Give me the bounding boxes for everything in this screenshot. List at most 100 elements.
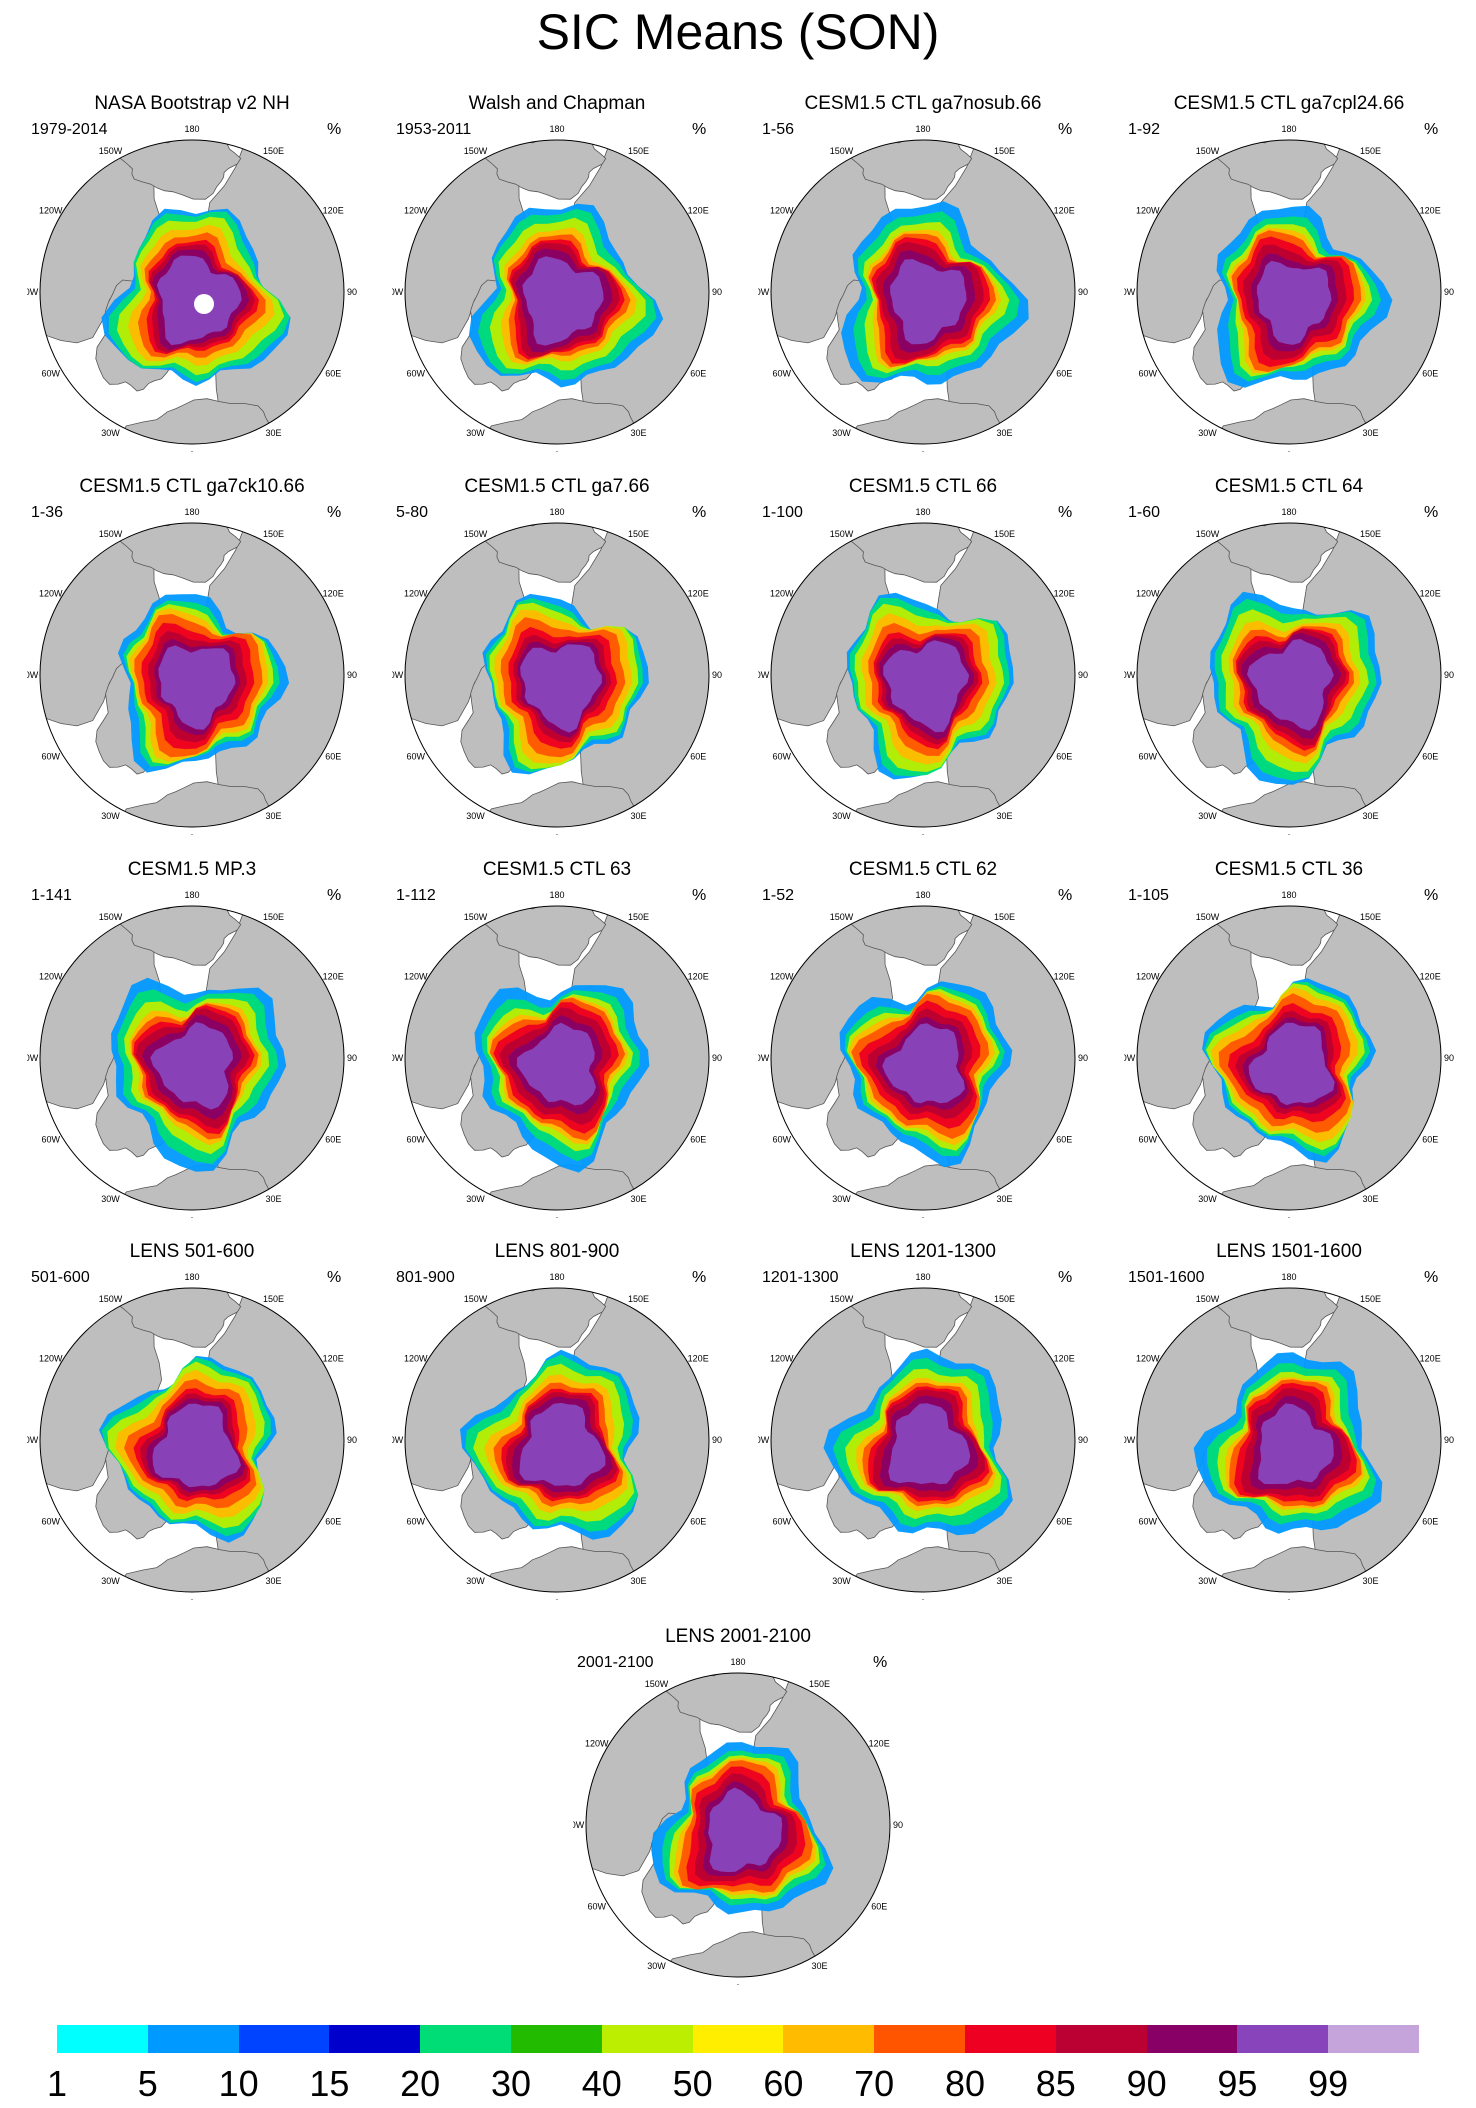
longitude-label: 0 — [554, 450, 559, 452]
longitude-label: 150E — [628, 529, 649, 539]
land-mass — [850, 1288, 973, 1348]
map-outline — [770, 522, 1076, 828]
longitude-label: 150W — [99, 529, 123, 539]
longitude-label: 90E — [712, 1435, 722, 1445]
colorbar-segment — [329, 2025, 421, 2053]
longitude-label: 150E — [994, 146, 1015, 156]
longitude-label: 150W — [464, 1294, 488, 1304]
colorbar-label: 1 — [46, 2063, 68, 2104]
longitude-label: 30E — [1362, 428, 1378, 438]
colorbar-label: 15 — [309, 2063, 350, 2104]
map-outline — [39, 139, 345, 445]
longitude-label: 180 — [1281, 507, 1296, 517]
longitude-label: 30E — [996, 1194, 1012, 1204]
panel-title: CESM1.5 MP.3 — [127, 859, 257, 880]
colorbar-label: 40 — [581, 2063, 622, 2104]
longitude-label: 120W — [585, 1739, 609, 1749]
ice-contour — [519, 1402, 606, 1487]
longitude-label: 60W — [407, 752, 426, 762]
map-panel: CESM1.5 CTL ga7ck10.66 1-36% 180 150E 120E 90… — [27, 475, 357, 835]
colorbar-segment — [1328, 2025, 1420, 2053]
longitude-label: 150W — [1196, 529, 1220, 539]
longitude-label: 150E — [1360, 912, 1381, 922]
longitude-label: 30W — [1198, 1194, 1217, 1204]
ice-contour — [150, 1022, 233, 1110]
longitude-label: 60E — [1056, 1135, 1072, 1145]
longitude-label: 90W — [573, 1820, 585, 1830]
panel-units: % — [327, 121, 342, 138]
map-outline — [1136, 1287, 1442, 1593]
polar-map: 180 150E 120E 90E 60E 30E 0 30W 60W 90W 120W 150W — [1124, 890, 1454, 1218]
longitude-label: 150W — [830, 529, 854, 539]
longitude-label: 120E — [1420, 1354, 1441, 1364]
colorbar-label: 90 — [1126, 2063, 1167, 2104]
longitude-label: 30E — [996, 811, 1012, 821]
longitude-label: 30E — [996, 1576, 1012, 1586]
colorbar-label: 95 — [1217, 2063, 1258, 2104]
ice-contour — [152, 1403, 241, 1488]
longitude-label: 30E — [1362, 811, 1378, 821]
longitude-label: 60W — [773, 1135, 792, 1145]
longitude-label: 180 — [1281, 124, 1296, 134]
longitude-label: 60W — [42, 1135, 61, 1145]
longitude-label: 30E — [996, 428, 1012, 438]
longitude-label: 150E — [994, 529, 1015, 539]
colorbar-label: 30 — [490, 2063, 532, 2104]
polar-map: 180 150E 120E 90E 60E 30E 0 30W 60W 90W 120W 150W — [27, 507, 357, 835]
map-outline — [404, 139, 710, 445]
longitude-label: 90E — [893, 1820, 903, 1830]
longitude-label: 60E — [1056, 752, 1072, 762]
longitude-label: 90E — [1444, 1053, 1454, 1063]
longitude-label: 60W — [42, 1517, 61, 1527]
panel-units: % — [692, 1269, 707, 1286]
panel-title: CESM1.5 CTL 62 — [848, 859, 998, 880]
longitude-label: 120E — [1420, 972, 1441, 982]
ice-contour — [1248, 1022, 1335, 1106]
panel-years: 1-100 — [762, 504, 803, 521]
longitude-label: 150W — [1196, 912, 1220, 922]
longitude-label: 120E — [688, 206, 709, 216]
longitude-label: 180 — [184, 124, 199, 134]
longitude-label: 120E — [323, 206, 344, 216]
longitude-label: 0 — [189, 1598, 194, 1600]
longitude-label: 90W — [392, 1053, 404, 1063]
colorbar-segment — [1237, 2025, 1329, 2053]
longitude-label: 120W — [39, 589, 63, 599]
polar-map: 180 150E 120E 90E 60E 30E 0 30W 60W 90W 120W 150W — [1124, 507, 1454, 835]
longitude-label: 180 — [915, 124, 930, 134]
longitude-label: 30E — [630, 1576, 646, 1586]
longitude-label: 30W — [466, 428, 485, 438]
polar-map: 180 150E 120E 90E 60E 30E 0 30W 60W 90W 120W 150W — [392, 124, 722, 452]
longitude-label: 0 — [920, 1216, 925, 1218]
longitude-label: 90W — [1124, 1053, 1136, 1063]
longitude-label: 120W — [404, 206, 428, 216]
longitude-label: 30W — [1198, 428, 1217, 438]
polar-map: 180 150E 120E 90E 60E 30E 0 30W 60W 90W 120W 150W — [27, 124, 357, 452]
longitude-label: 90W — [758, 1435, 770, 1445]
longitude-label: 90E — [1444, 1435, 1454, 1445]
map-panel: CESM1.5 CTL ga7nosub.66 1-56% 180 150E 120E 9… — [758, 92, 1088, 452]
colorbar — [57, 2025, 1420, 2053]
longitude-label: 120W — [770, 1354, 794, 1364]
longitude-label: 120W — [770, 589, 794, 599]
ice-contour — [888, 1403, 971, 1485]
colorbar-label: 85 — [1035, 2063, 1076, 2104]
longitude-label: 90W — [1124, 287, 1136, 297]
longitude-label: 90E — [1444, 287, 1454, 297]
longitude-label: 120W — [39, 972, 63, 982]
longitude-label: 60W — [588, 1902, 607, 1912]
longitude-label: 60W — [773, 752, 792, 762]
land-mass — [1216, 140, 1339, 200]
longitude-label: 90E — [1078, 1053, 1088, 1063]
longitude-label: 180 — [184, 507, 199, 517]
polar-map: 180 150E 120E 90E 60E 30E 0 30W 60W 90W 120W 150W — [392, 890, 722, 1218]
polar-map: 180 150E 120E 90E 60E 30E 0 30W 60W 90W 120W 150W — [1124, 124, 1454, 452]
panel-years: 5-80 — [396, 504, 429, 521]
longitude-label: 60E — [1422, 369, 1438, 379]
panel-years: 1201-1300 — [762, 1269, 839, 1286]
panel-title: CESM1.5 CTL ga7.66 — [464, 476, 650, 497]
longitude-label: 90E — [1078, 670, 1088, 680]
map-panel: CESM1.5 CTL 64 1-60% 180 150E 120E 90E 60E 30E 0… — [1124, 475, 1454, 835]
polar-map: 180 150E 120E 90E 60E 30E 0 30W 60W 90W 120W 150W — [758, 507, 1088, 835]
ice-contour — [883, 640, 970, 733]
